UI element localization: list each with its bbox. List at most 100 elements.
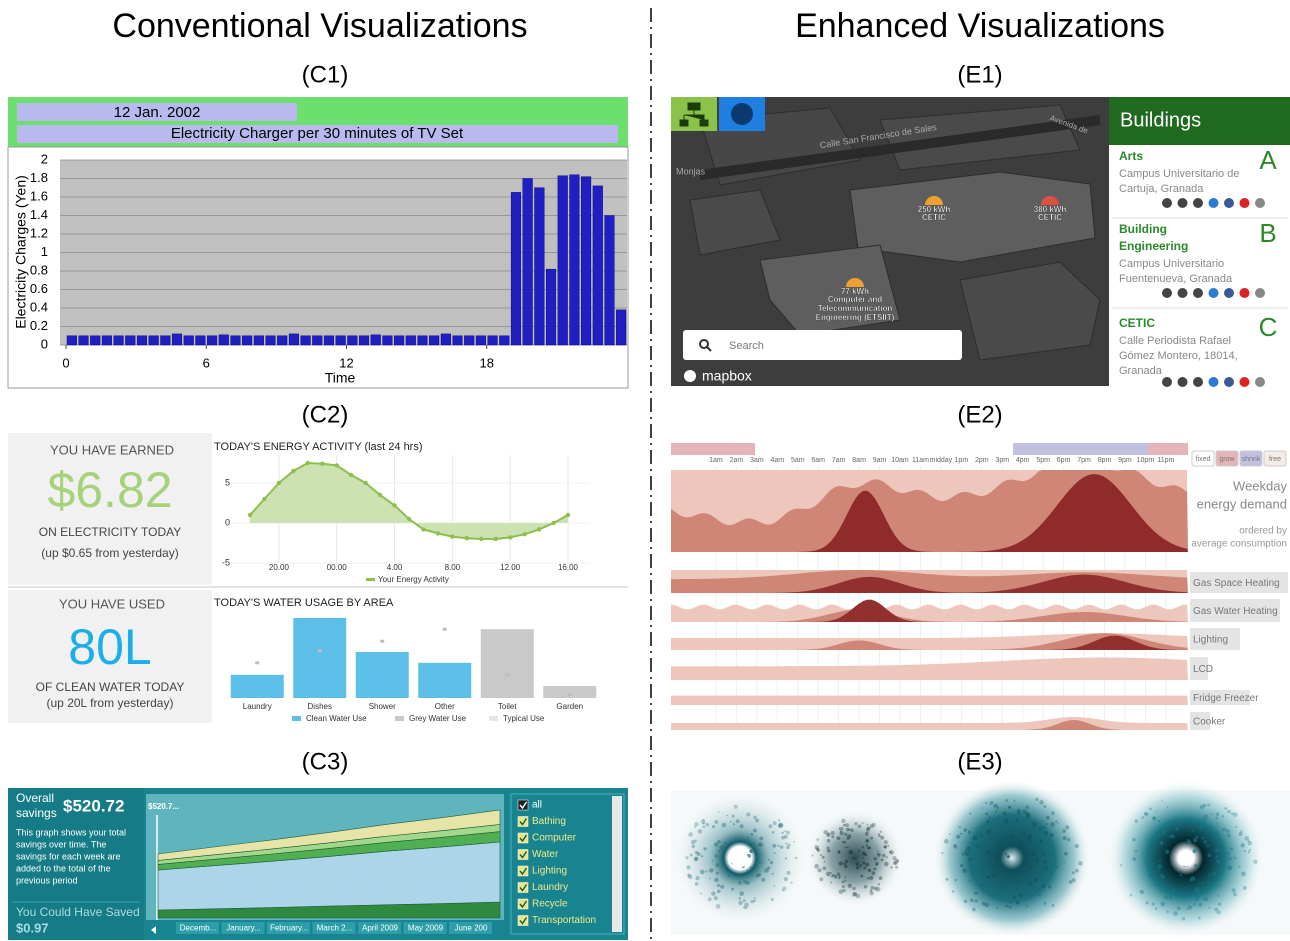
bar [230, 674, 284, 698]
glyph-dot [980, 884, 983, 887]
row-label-bg [1190, 690, 1250, 705]
glyph-dot [969, 812, 972, 815]
glyph-dot [1042, 826, 1046, 829]
glyph-dot [1195, 887, 1200, 892]
mode-button[interactable] [1263, 450, 1287, 467]
glyph-dot [858, 849, 861, 853]
glyph-dot [1187, 905, 1192, 910]
glyph-dot [733, 804, 738, 809]
bar [543, 686, 597, 698]
glyph-dot [770, 897, 774, 902]
glyph-dot [755, 818, 760, 823]
mode-button[interactable] [1191, 450, 1215, 467]
glyph-dot [1129, 893, 1133, 897]
checkbox [517, 799, 529, 811]
range-bar [1013, 443, 1148, 455]
glyph-dot [984, 902, 990, 908]
building-name: Engineering [1119, 239, 1188, 253]
glyph-dot [863, 885, 868, 889]
checkmark [519, 851, 528, 859]
heading: Conventional Visualizations [112, 7, 527, 45]
mode-button[interactable] [1215, 450, 1239, 467]
glyph-dot [976, 845, 980, 848]
glyph-dot [1075, 868, 1079, 873]
mode-button[interactable] [1239, 450, 1263, 467]
x-tick-label: 18 [480, 355, 494, 370]
glyph-dot [874, 861, 879, 866]
glyph-dot [1134, 850, 1138, 853]
glyph-dot [1035, 797, 1039, 802]
point [291, 468, 296, 474]
glyph-dot [1160, 875, 1165, 879]
glyph-dot [779, 822, 784, 828]
glyph-core [731, 853, 749, 867]
glyph [807, 810, 903, 906]
glyph-dot [1055, 865, 1058, 869]
panel-label: (C2) [302, 401, 349, 428]
summary-note: (up 20L from yesterday) [47, 696, 174, 710]
glyph-dot [850, 828, 854, 833]
building-name: Arts [1119, 149, 1143, 163]
area [250, 463, 568, 539]
glyph-dot [996, 806, 1000, 810]
summary-heading: YOU HAVE USED [59, 596, 165, 611]
glyph-dot [783, 876, 788, 882]
glyph-dot [719, 844, 725, 850]
glyph-dot [1074, 843, 1079, 849]
glyph-dot [989, 801, 994, 806]
legend-label: Grey Water Use [409, 714, 467, 723]
glyph-dot [869, 889, 873, 892]
glyph-dot [1149, 807, 1152, 811]
street-label: Monjas [676, 166, 706, 176]
panel-label: (C1) [302, 61, 349, 88]
glyph-dot [721, 822, 727, 828]
bar [510, 192, 522, 346]
glyph-dot [1203, 896, 1209, 902]
bar [277, 335, 288, 346]
glyph-dot [869, 824, 874, 829]
glyph-dot [784, 857, 788, 860]
glyph-dot [705, 870, 708, 873]
legend-item: Water [532, 849, 559, 860]
glyph-dot [1247, 850, 1250, 854]
legend-item: Recycle [532, 899, 568, 910]
glyph-dot [972, 907, 976, 912]
glyph-dot [1026, 905, 1029, 908]
bar [78, 335, 89, 346]
glyph-dot [727, 874, 730, 878]
glyph-dot [1029, 866, 1033, 870]
x-tick-label: 8.00 [445, 563, 461, 572]
glyph-dot [968, 857, 972, 861]
glyph-dot [1145, 838, 1149, 841]
bar [581, 176, 592, 346]
glyph-dot [1225, 852, 1228, 855]
bar [355, 652, 409, 698]
sidebar-bg [1109, 97, 1290, 386]
glyph-dot [732, 823, 736, 826]
glyph-dot [749, 866, 752, 869]
legend-bg [510, 793, 625, 935]
demand-shape [671, 720, 1188, 730]
glyph-dot [746, 812, 751, 817]
glyph-dot [1214, 848, 1220, 853]
hour-label: 1am [709, 457, 723, 464]
hour-label: 4am [770, 457, 784, 464]
search-icon [699, 339, 709, 349]
point [305, 460, 311, 466]
glyph-dot [1042, 820, 1044, 822]
building-name: CETIC [1119, 316, 1155, 330]
bar [464, 335, 475, 346]
glyph-dot [1140, 890, 1145, 895]
glyph-dot [1180, 893, 1185, 897]
glyph-dot [1144, 812, 1148, 816]
glyph-dot [773, 852, 776, 855]
glyph-dot [742, 906, 746, 909]
glyph-dot [771, 830, 775, 834]
contact-icon [1162, 288, 1172, 298]
glyph-dot [1002, 811, 1007, 816]
x-tick-label: Garden [556, 702, 583, 711]
glyph-dot [1216, 859, 1220, 864]
header-box [17, 125, 618, 143]
glyph-dot [753, 815, 757, 820]
x-axis-label: Time [325, 370, 356, 386]
